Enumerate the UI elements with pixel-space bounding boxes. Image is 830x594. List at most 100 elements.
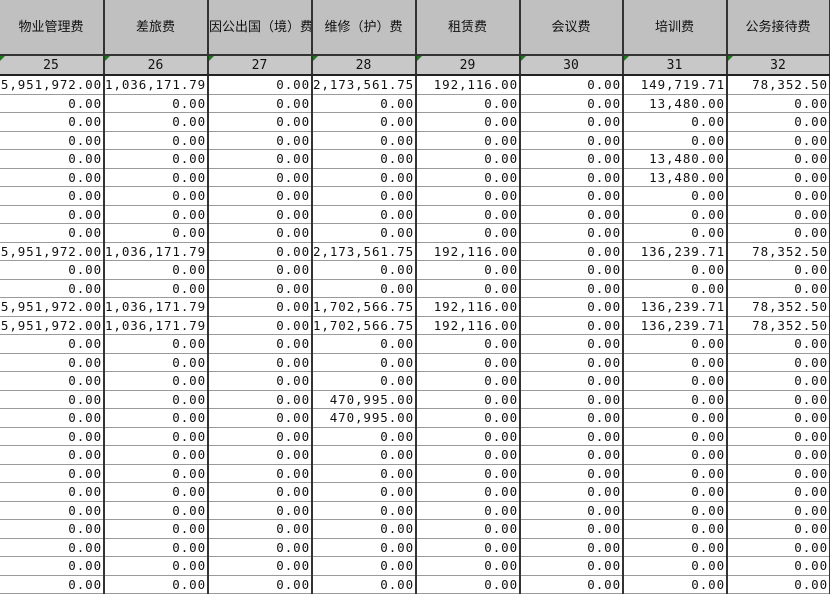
data-cell[interactable]: 0.00 <box>623 519 728 539</box>
data-cell[interactable]: 0.00 <box>312 353 417 372</box>
data-cell[interactable]: 0.00 <box>727 427 830 446</box>
data-cell[interactable]: 0.00 <box>520 464 624 483</box>
data-cell[interactable]: 0.00 <box>520 205 624 224</box>
data-cell[interactable]: 0.00 <box>0 427 105 446</box>
data-cell[interactable]: 0.00 <box>623 575 728 594</box>
data-cell[interactable]: 0.00 <box>208 390 313 409</box>
data-cell[interactable]: 0.00 <box>208 149 313 169</box>
data-cell[interactable]: 0.00 <box>727 371 830 391</box>
data-cell[interactable]: 0.00 <box>312 575 417 594</box>
data-cell[interactable]: 0.00 <box>623 538 728 557</box>
data-cell[interactable]: 0.00 <box>416 390 521 409</box>
data-cell[interactable]: 0.00 <box>312 519 417 539</box>
data-cell[interactable]: 0.00 <box>0 94 105 113</box>
data-cell[interactable]: 78,352.50 <box>727 297 830 317</box>
data-cell[interactable]: 0.00 <box>727 94 830 113</box>
data-cell[interactable]: 0.00 <box>623 279 728 298</box>
data-cell[interactable]: 0.00 <box>208 575 313 594</box>
data-cell[interactable]: 0.00 <box>208 279 313 298</box>
data-cell[interactable]: 0.00 <box>416 538 521 557</box>
data-cell[interactable]: 0.00 <box>208 205 313 224</box>
data-cell[interactable]: 0.00 <box>208 538 313 557</box>
data-cell[interactable]: 0.00 <box>416 501 521 520</box>
data-cell[interactable]: 0.00 <box>312 94 417 113</box>
data-cell[interactable]: 2,173,561.75 <box>312 242 417 261</box>
data-cell[interactable]: 0.00 <box>416 519 521 539</box>
data-cell[interactable]: 0.00 <box>416 556 521 576</box>
data-cell[interactable]: 136,239.71 <box>623 297 728 317</box>
data-cell[interactable]: 0.00 <box>520 519 624 539</box>
data-cell[interactable]: 0.00 <box>104 408 209 428</box>
data-cell[interactable]: 0.00 <box>416 168 521 187</box>
data-cell[interactable]: 0.00 <box>0 334 105 354</box>
data-cell[interactable]: 0.00 <box>520 112 624 132</box>
data-cell[interactable]: 0.00 <box>0 371 105 391</box>
data-cell[interactable]: 0.00 <box>520 75 624 95</box>
column-header[interactable]: 会议费 <box>520 0 624 56</box>
data-cell[interactable]: 0.00 <box>416 575 521 594</box>
data-cell[interactable]: 0.00 <box>520 575 624 594</box>
data-cell[interactable]: 0.00 <box>208 316 313 335</box>
data-cell[interactable]: 0.00 <box>520 223 624 243</box>
data-cell[interactable]: 0.00 <box>416 279 521 298</box>
data-cell[interactable]: 0.00 <box>727 112 830 132</box>
data-cell[interactable]: 0.00 <box>623 464 728 483</box>
data-cell[interactable]: 0.00 <box>727 186 830 206</box>
data-cell[interactable]: 0.00 <box>0 149 105 169</box>
data-cell[interactable]: 1,036,171.79 <box>104 316 209 335</box>
data-cell[interactable]: 0.00 <box>520 186 624 206</box>
data-cell[interactable]: 0.00 <box>623 371 728 391</box>
data-cell[interactable]: 0.00 <box>312 538 417 557</box>
column-number-cell[interactable]: 27 <box>208 55 313 76</box>
data-cell[interactable]: 0.00 <box>104 112 209 132</box>
data-cell[interactable]: 0.00 <box>416 149 521 169</box>
data-cell[interactable]: 0.00 <box>727 390 830 409</box>
data-cell[interactable]: 0.00 <box>623 260 728 280</box>
column-number-cell[interactable]: 30 <box>520 55 624 76</box>
data-cell[interactable]: 0.00 <box>208 168 313 187</box>
data-cell[interactable]: 0.00 <box>0 112 105 132</box>
data-cell[interactable]: 0.00 <box>208 242 313 261</box>
data-cell[interactable]: 0.00 <box>520 371 624 391</box>
data-cell[interactable]: 0.00 <box>416 427 521 446</box>
column-number-cell[interactable]: 31 <box>623 55 728 76</box>
data-cell[interactable]: 0.00 <box>623 112 728 132</box>
data-cell[interactable]: 0.00 <box>727 168 830 187</box>
data-cell[interactable]: 1,702,566.75 <box>312 297 417 317</box>
data-cell[interactable]: 0.00 <box>520 482 624 502</box>
data-cell[interactable]: 0.00 <box>208 334 313 354</box>
column-number-cell[interactable]: 29 <box>416 55 521 76</box>
data-cell[interactable]: 0.00 <box>312 260 417 280</box>
data-cell[interactable]: 0.00 <box>0 408 105 428</box>
data-cell[interactable]: 0.00 <box>104 464 209 483</box>
data-cell[interactable]: 0.00 <box>520 316 624 335</box>
column-number-cell[interactable]: 26 <box>104 55 209 76</box>
data-cell[interactable]: 0.00 <box>623 334 728 354</box>
data-cell[interactable]: 0.00 <box>727 538 830 557</box>
data-cell[interactable]: 0.00 <box>520 149 624 169</box>
data-cell[interactable]: 0.00 <box>312 112 417 132</box>
data-cell[interactable]: 0.00 <box>312 501 417 520</box>
data-cell[interactable]: 0.00 <box>104 556 209 576</box>
data-cell[interactable]: 0.00 <box>0 131 105 150</box>
data-cell[interactable]: 192,116.00 <box>416 297 521 317</box>
data-cell[interactable]: 0.00 <box>208 94 313 113</box>
data-cell[interactable]: 0.00 <box>416 353 521 372</box>
data-cell[interactable]: 5,951,972.00 <box>0 316 105 335</box>
data-cell[interactable]: 1,036,171.79 <box>104 75 209 95</box>
data-cell[interactable]: 0.00 <box>520 427 624 446</box>
data-cell[interactable]: 0.00 <box>104 186 209 206</box>
data-cell[interactable]: 0.00 <box>312 445 417 465</box>
data-cell[interactable]: 0.00 <box>416 445 521 465</box>
column-number-cell[interactable]: 28 <box>312 55 417 76</box>
data-cell[interactable]: 0.00 <box>312 279 417 298</box>
data-cell[interactable]: 0.00 <box>208 371 313 391</box>
data-cell[interactable]: 0.00 <box>312 223 417 243</box>
data-cell[interactable]: 0.00 <box>104 353 209 372</box>
data-cell[interactable]: 0.00 <box>0 279 105 298</box>
data-cell[interactable]: 0.00 <box>208 501 313 520</box>
data-cell[interactable]: 0.00 <box>416 205 521 224</box>
data-cell[interactable]: 0.00 <box>416 186 521 206</box>
data-cell[interactable]: 0.00 <box>727 519 830 539</box>
data-cell[interactable]: 0.00 <box>416 223 521 243</box>
